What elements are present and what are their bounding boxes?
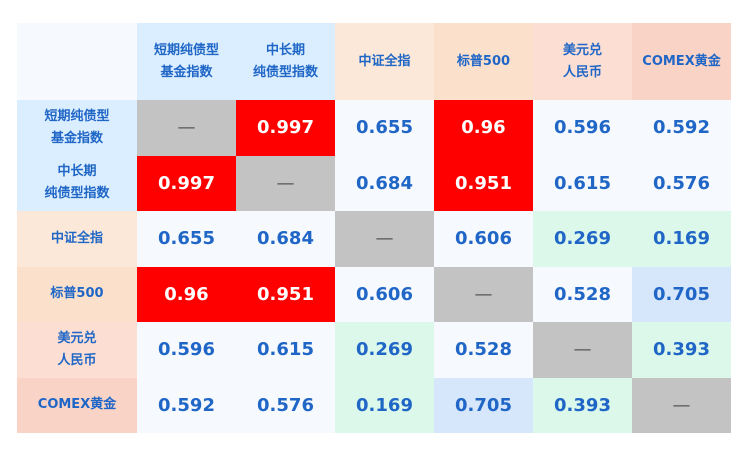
correlation-cell: 0.528 [434,322,533,378]
diagonal-cell: — [137,100,236,156]
column-header: 标普500 [434,23,533,100]
diagonal-cell: — [335,211,434,267]
correlation-cell: 0.606 [434,211,533,267]
row-header: COMEX黄金 [17,377,137,433]
row-header: 美元兑 人民币 [17,322,137,378]
diagonal-cell: — [533,322,632,378]
correlation-cell: 0.615 [533,155,632,211]
correlation-cell: 0.705 [434,377,533,433]
diagonal-cell: — [236,155,335,211]
correlation-cell: 0.528 [533,266,632,322]
correlation-cell: 0.951 [236,266,335,322]
correlation-cell: 0.705 [632,266,731,322]
diagonal-cell: — [632,377,731,433]
correlation-cell: 0.615 [236,322,335,378]
column-header: 短期纯债型 基金指数 [137,23,236,100]
correlation-cell: 0.596 [533,100,632,156]
correlation-cell: 0.96 [434,100,533,156]
correlation-cell: 0.393 [632,322,731,378]
diagonal-cell: — [434,266,533,322]
correlation-cell: 0.596 [137,322,236,378]
correlation-cell: 0.269 [533,211,632,267]
column-header: COMEX黄金 [632,23,731,100]
correlation-cell: 0.655 [137,211,236,267]
correlation-cell: 0.655 [335,100,434,156]
row-header: 中证全指 [17,211,137,267]
corner-cell [17,23,137,100]
row-header: 中长期 纯债型指数 [17,155,137,211]
correlation-cell: 0.684 [236,211,335,267]
row-header: 短期纯债型 基金指数 [17,100,137,156]
correlation-cell: 0.169 [632,211,731,267]
correlation-cell: 0.576 [632,155,731,211]
correlation-cell: 0.169 [335,377,434,433]
correlation-cell: 0.269 [335,322,434,378]
correlation-cell: 0.592 [632,100,731,156]
correlation-cell: 0.951 [434,155,533,211]
correlation-matrix: 短期纯债型 基金指数 中长期 纯债型指数 中证全指 标普500 美元兑 人民币 COMEX黄金短… [17,23,731,433]
correlation-cell: 0.684 [335,155,434,211]
correlation-cell: 0.96 [137,266,236,322]
correlation-cell: 0.576 [236,377,335,433]
correlation-cell: 0.393 [533,377,632,433]
column-header: 美元兑 人民币 [533,23,632,100]
correlation-cell: 0.997 [236,100,335,156]
column-header: 中证全指 [335,23,434,100]
row-header: 标普500 [17,266,137,322]
column-header: 中长期 纯债型指数 [236,23,335,100]
correlation-cell: 0.592 [137,377,236,433]
correlation-cell: 0.606 [335,266,434,322]
correlation-cell: 0.997 [137,155,236,211]
